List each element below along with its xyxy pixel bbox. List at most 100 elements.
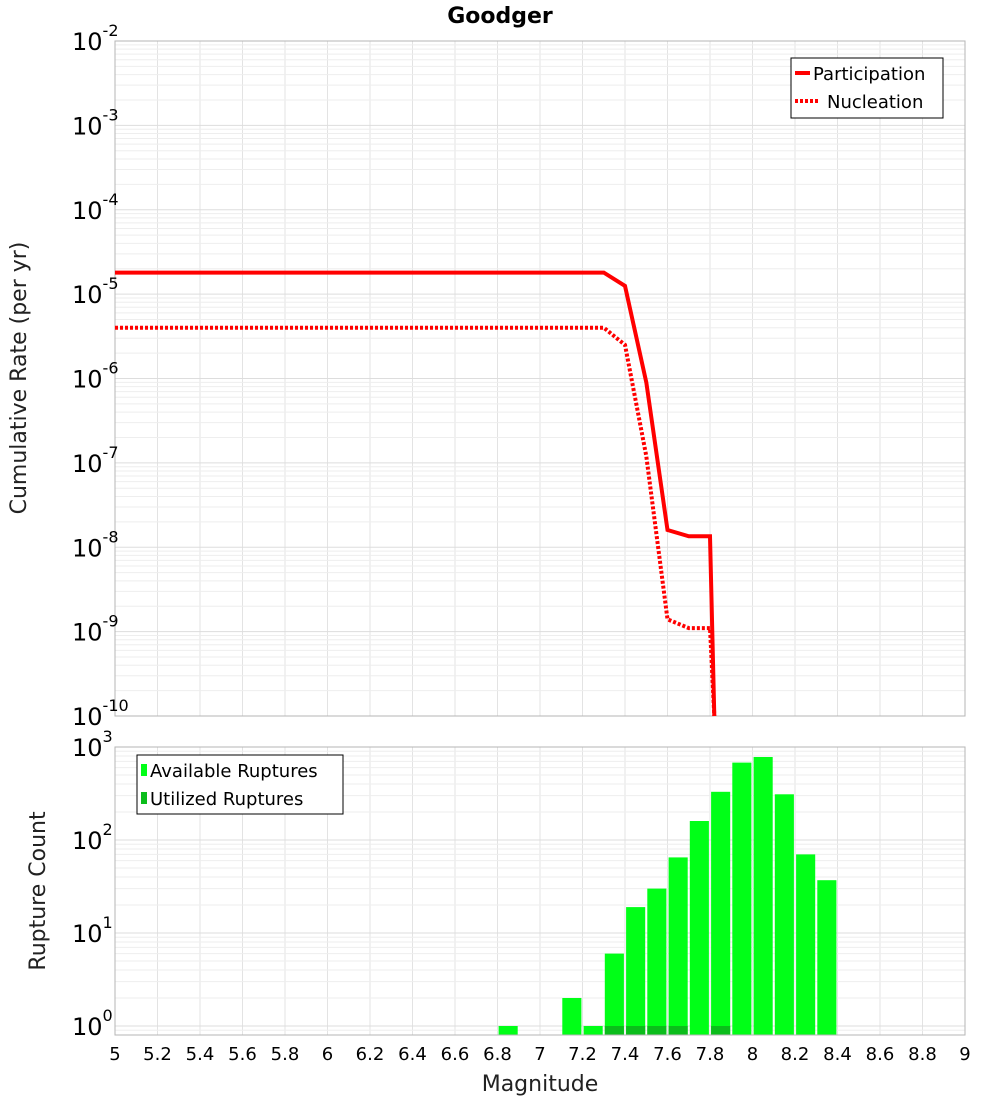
count-y-tick-label: 102 (72, 820, 113, 855)
count-y-tick-base: 10 (72, 920, 103, 948)
rate-y-tick-label: 10-2 (72, 21, 119, 56)
rate-y-tick-exponent: -6 (103, 359, 119, 378)
utilized-ruptures-bar (626, 1026, 646, 1035)
x-tick-label: 5.4 (186, 1044, 215, 1065)
rate-y-tick-base: 10 (72, 366, 103, 394)
count-y-tick-label: 100 (72, 1006, 113, 1041)
rate-y-tick-exponent: -5 (103, 274, 119, 293)
rate-legend: Participation Nucleation (790, 57, 944, 119)
rate-plot-frame (114, 40, 966, 717)
rate-y-tick-label: 10-5 (72, 274, 119, 309)
rate-y-tick-exponent: -4 (103, 190, 119, 209)
legend-available-swatch (141, 764, 147, 776)
x-tick-label: 5.2 (143, 1044, 172, 1065)
x-tick-label: 5.8 (271, 1044, 300, 1065)
legend-utilized-label: Utilized Ruptures (150, 789, 303, 810)
rate-y-tick-base: 10 (72, 534, 103, 562)
x-tick-label: 9 (959, 1044, 970, 1065)
rate-y-tick-exponent: -9 (103, 612, 119, 631)
count-y-tick-label: 103 (72, 727, 113, 762)
rate-y-axis-label: Cumulative Rate (per yr) (7, 242, 32, 515)
x-tick-label: 7.6 (653, 1044, 682, 1065)
rate-y-tick-exponent: -8 (103, 527, 119, 546)
available-ruptures-bar (668, 857, 688, 1035)
x-axis-label: Magnitude (482, 1072, 599, 1097)
x-tick-label: 6 (322, 1044, 333, 1065)
rate-legend-box (790, 57, 944, 119)
rate-y-tick-base: 10 (72, 619, 103, 647)
utilized-ruptures-bar (604, 1026, 624, 1035)
legend-nucleation-label: Nucleation (827, 92, 923, 113)
count-y-tick-exponent: 0 (103, 1006, 113, 1025)
available-ruptures-bar (753, 757, 773, 1035)
count-plot-frame (114, 746, 966, 1036)
x-tick-label: 8.4 (823, 1044, 852, 1065)
chart-title: Goodger (447, 4, 553, 29)
x-tick-label: 8.8 (908, 1044, 937, 1065)
x-tick-label: 5.6 (228, 1044, 257, 1065)
utilized-ruptures-bar (711, 1026, 731, 1035)
nucleation-line (115, 325, 717, 717)
rate-y-tick-base: 10 (72, 28, 103, 56)
x-tick-label: 6.8 (483, 1044, 512, 1065)
rate-y-tick-label: 10-8 (72, 527, 119, 562)
rate-y-tick-exponent: -3 (103, 105, 119, 124)
count-y-tick-label: 101 (72, 913, 113, 948)
available-ruptures-bar (498, 1026, 518, 1035)
x-ticks: 5 5.2 5.4 5.6 5.8 6 6.2 6.4 6.6 6.8 7 7.2 7.4 7.6 7.8 8… (109, 1044, 970, 1065)
rate-y-tick-base: 10 (72, 703, 103, 731)
count-bars (498, 757, 837, 1035)
legend-participation-label: Participation (813, 64, 925, 85)
rate-grid (114, 41, 966, 717)
x-tick-label: 6.4 (398, 1044, 427, 1065)
count-legend: Available Ruptures Utilized Ruptures (136, 754, 344, 815)
rate-y-tick-label: 10-3 (72, 105, 119, 140)
x-tick-label: 7.8 (696, 1044, 725, 1065)
available-ruptures-bar (711, 791, 731, 1035)
rate-y-tick-base: 10 (72, 450, 103, 478)
available-ruptures-bar (562, 998, 582, 1035)
rate-y-tick-base: 10 (72, 112, 103, 140)
x-tick-label: 8.2 (781, 1044, 810, 1065)
available-ruptures-bar (774, 794, 794, 1035)
available-ruptures-bar (817, 880, 837, 1035)
x-tick-label: 8.6 (866, 1044, 895, 1065)
rate-y-tick-label: 10-9 (72, 612, 119, 647)
x-tick-label: 6.2 (356, 1044, 385, 1065)
x-tick-label: 8 (747, 1044, 758, 1065)
available-ruptures-bar (604, 953, 624, 1035)
count-y-tick-exponent: 2 (103, 820, 113, 839)
rate-y-ticks: 10-210-310-410-510-610-710-810-910-10 (72, 21, 129, 731)
rate-y-tick-label: 10-4 (72, 190, 119, 225)
x-tick-label: 7.4 (611, 1044, 640, 1065)
available-ruptures-bar (647, 888, 667, 1035)
utilized-ruptures-bar (668, 1026, 688, 1035)
available-ruptures-bar (796, 854, 816, 1035)
count-grid (114, 747, 966, 1036)
rate-y-tick-base: 10 (72, 197, 103, 225)
x-tick-label: 7 (534, 1044, 545, 1065)
x-tick-label: 6.6 (441, 1044, 470, 1065)
rate-y-tick-exponent: -10 (103, 696, 129, 715)
rate-y-tick-exponent: -2 (103, 21, 119, 40)
x-tick-label: 5 (109, 1044, 120, 1065)
participation-line (115, 270, 717, 717)
available-ruptures-bar (583, 1026, 603, 1035)
rate-y-tick-label: 10-7 (72, 443, 119, 478)
rate-y-tick-base: 10 (72, 281, 103, 309)
available-ruptures-bar (732, 762, 752, 1035)
rate-y-tick-label: 10-10 (72, 696, 129, 731)
utilized-ruptures-bar (647, 1026, 667, 1035)
count-y-tick-exponent: 3 (103, 727, 113, 746)
count-legend-box (136, 754, 344, 815)
rate-y-tick-exponent: -7 (103, 443, 119, 462)
rate-y-tick-label: 10-6 (72, 359, 119, 394)
count-y-axis-label: Rupture Count (26, 811, 51, 971)
available-ruptures-bar (626, 907, 646, 1035)
x-tick-label: 7.2 (568, 1044, 597, 1065)
count-y-tick-base: 10 (72, 827, 103, 855)
count-y-tick-base: 10 (72, 734, 103, 762)
legend-available-label: Available Ruptures (150, 761, 318, 782)
